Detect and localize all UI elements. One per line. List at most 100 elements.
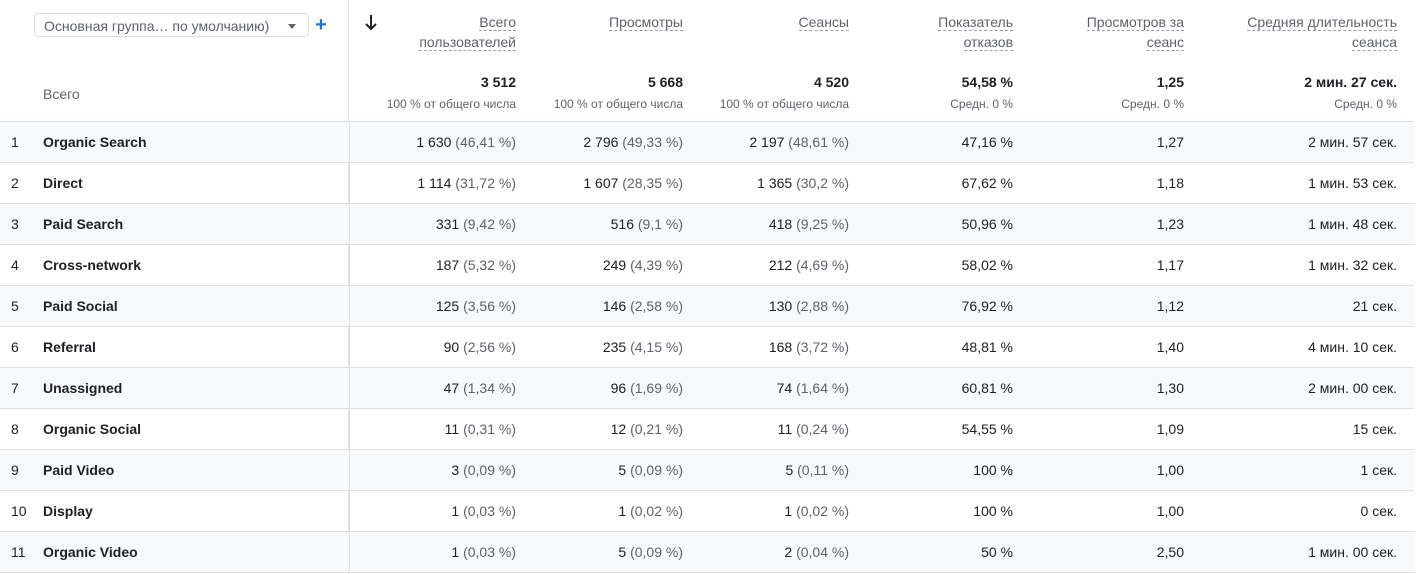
column-header-text: сеанса <box>1351 34 1397 51</box>
cell-duration: 4 мин. 10 сек. <box>1308 339 1397 355</box>
cell-sessions: 168 (3,72 %) <box>689 339 849 355</box>
cell-users: 187 (5,32 %) <box>336 257 516 273</box>
column-header-text: Сеансы <box>798 14 849 31</box>
cell-duration: 1 мин. 48 сек. <box>1308 216 1397 232</box>
column-divider <box>349 368 350 409</box>
cell-value: 11 <box>444 421 460 437</box>
table-row[interactable]: 8 Organic Social 11 (0,31 %) 12 (0,21 %) 11 … <box>0 409 1414 450</box>
row-dimension-value[interactable]: Direct <box>43 175 83 191</box>
cell-views: 5 (0,09 %) <box>523 462 683 478</box>
row-dimension-value[interactable]: Paid Video <box>43 462 115 478</box>
cell-percent: (2,88 %) <box>796 298 849 314</box>
cell-bounce: 67,62 % <box>961 175 1013 191</box>
table-row[interactable]: 10 Display 1 (0,03 %) 1 (0,02 %) 1 (0,02 %) 1… <box>0 491 1414 532</box>
row-dimension-value[interactable]: Organic Search <box>43 134 147 150</box>
column-divider <box>349 286 350 327</box>
add-dimension-icon[interactable]: + <box>315 14 327 36</box>
row-number: 2 <box>11 175 19 191</box>
cell-percent: (0,31 %) <box>463 421 516 437</box>
cell-percent: (0,02 %) <box>796 503 849 519</box>
cell-value: 125 <box>435 298 460 314</box>
cell-users: 125 (3,56 %) <box>336 298 516 314</box>
table-row[interactable]: 2 Direct 1 114 (31,72 %) 1 607 (28,35 %) 1 3… <box>0 163 1414 204</box>
cell-vps: 1,18 <box>1156 175 1184 191</box>
column-total-sessions: 4 520 <box>813 74 849 90</box>
cell-bounce: 54,55 % <box>961 421 1013 437</box>
sort-descending-icon[interactable] <box>364 14 378 32</box>
column-header-bounce[interactable]: Показатель отказов <box>863 12 1013 52</box>
cell-sessions: 1 (0,02 %) <box>689 503 849 519</box>
cell-views: 96 (1,69 %) <box>523 380 683 396</box>
cell-views: 1 607 (28,35 %) <box>523 175 683 191</box>
cell-percent: (1,34 %) <box>463 380 516 396</box>
cell-vps: 2,50 <box>1156 544 1184 560</box>
cell-value: 47 <box>443 380 460 396</box>
row-dimension-value[interactable]: Organic Video <box>43 544 138 560</box>
table-row[interactable]: 5 Paid Social 125 (3,56 %) 146 (2,58 %) 130 … <box>0 286 1414 327</box>
cell-value: 1 <box>618 503 627 519</box>
row-dimension-value[interactable]: Unassigned <box>43 380 123 396</box>
row-number: 8 <box>11 421 19 437</box>
row-dimension-value[interactable]: Cross-network <box>43 257 142 273</box>
cell-percent: (0,09 %) <box>463 462 516 478</box>
table-row[interactable]: 11 Organic Video 1 (0,03 %) 5 (0,09 %) 2 (0,… <box>0 532 1414 573</box>
row-dimension-value[interactable]: Referral <box>43 339 96 355</box>
column-header-text: Просмотров за <box>1086 14 1184 31</box>
dimension-selector[interactable]: Основная группа… по умолчанию) <box>34 13 309 37</box>
column-total-vps: 1,25 <box>1156 74 1184 90</box>
column-divider <box>349 409 350 450</box>
row-number: 5 <box>11 298 19 314</box>
cell-value: 212 <box>768 257 793 273</box>
cell-percent: (30,2 %) <box>796 175 849 191</box>
cell-vps: 1,12 <box>1156 298 1184 314</box>
row-dimension-value[interactable]: Paid Social <box>43 298 118 314</box>
cell-value: 249 <box>602 257 627 273</box>
row-dimension-value[interactable]: Paid Search <box>43 216 124 232</box>
column-header-views[interactable]: Просмотры <box>523 12 683 32</box>
row-number: 7 <box>11 380 19 396</box>
column-header-text: отказов <box>963 34 1013 51</box>
cell-bounce: 50 % <box>981 544 1013 560</box>
column-total-note-users: 100 % от общего числа <box>386 97 516 111</box>
column-header-duration[interactable]: Средняя длительность сеанса <box>1197 12 1397 52</box>
cell-value: 1 <box>451 544 460 560</box>
column-header-text: сеанс <box>1146 34 1184 51</box>
table-row[interactable]: 7 Unassigned 47 (1,34 %) 96 (1,69 %) 74 (1,6… <box>0 368 1414 409</box>
row-dimension-value[interactable]: Organic Social <box>43 421 142 437</box>
cell-views: 12 (0,21 %) <box>523 421 683 437</box>
cell-value: 96 <box>610 380 627 396</box>
cell-percent: (0,03 %) <box>463 503 516 519</box>
cell-value: 130 <box>768 298 793 314</box>
cell-value: 331 <box>435 216 460 232</box>
cell-views: 249 (4,39 %) <box>523 257 683 273</box>
cell-vps: 1,40 <box>1156 339 1184 355</box>
cell-percent: (31,72 %) <box>455 175 516 191</box>
column-total-note-views: 100 % от общего числа <box>553 97 683 111</box>
cell-value: 2 197 <box>749 134 785 150</box>
table-row[interactable]: 1 Organic Search 1 630 (46,41 %) 2 796 (49,… <box>0 122 1414 163</box>
cell-sessions: 2 (0,04 %) <box>689 544 849 560</box>
column-header-users[interactable]: Всего пользователей <box>336 12 516 52</box>
column-header-sessions[interactable]: Сеансы <box>689 12 849 32</box>
total-label: Всего <box>43 86 80 102</box>
table-row[interactable]: 4 Cross-network 187 (5,32 %) 249 (4,39 %) 21… <box>0 245 1414 286</box>
cell-percent: (5,32 %) <box>463 257 516 273</box>
table-row[interactable]: 9 Paid Video 3 (0,09 %) 5 (0,09 %) 5 (0,11 %… <box>0 450 1414 491</box>
cell-users: 1 114 (31,72 %) <box>336 175 516 191</box>
cell-sessions: 2 197 (48,61 %) <box>689 134 849 150</box>
cell-users: 3 (0,09 %) <box>336 462 516 478</box>
table-row[interactable]: 3 Paid Search 331 (9,42 %) 516 (9,1 %) 418 (… <box>0 204 1414 245</box>
row-number: 1 <box>11 134 19 150</box>
row-dimension-value[interactable]: Display <box>43 503 93 519</box>
dimension-column: Основная группа… по умолчанию) + Всего <box>0 0 349 574</box>
cell-percent: (1,64 %) <box>796 380 849 396</box>
cell-percent: (9,42 %) <box>463 216 516 232</box>
column-divider <box>349 532 350 573</box>
cell-value: 2 796 <box>583 134 619 150</box>
cell-users: 1 (0,03 %) <box>336 503 516 519</box>
column-header-text: Просмотры <box>609 14 683 31</box>
table-row[interactable]: 6 Referral 90 (2,56 %) 235 (4,15 %) 168 (3,7… <box>0 327 1414 368</box>
column-header-vps[interactable]: Просмотров за сеанс <box>1024 12 1184 52</box>
column-divider <box>349 163 350 204</box>
column-divider <box>349 204 350 245</box>
